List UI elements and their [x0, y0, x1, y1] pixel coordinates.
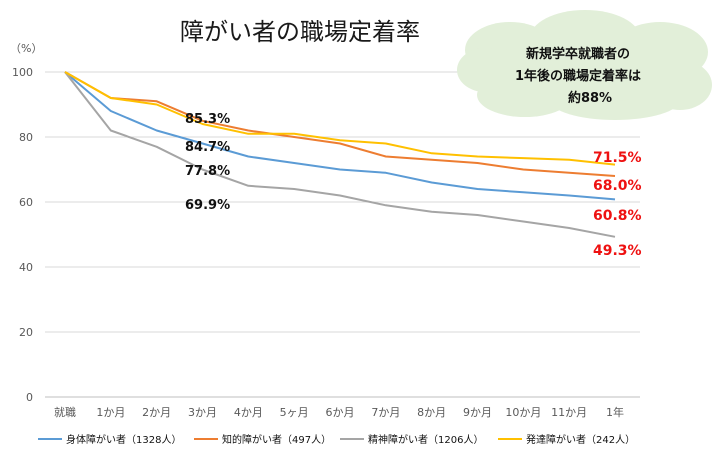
y-tick-label: 0	[26, 391, 33, 404]
cloud-shape	[457, 10, 712, 120]
annotations-3-months: 85.3% 84.7% 77.8% 69.9%	[185, 112, 230, 213]
x-tick-label: 1年	[606, 405, 624, 419]
x-tick-label: 6か月	[326, 406, 355, 419]
legend-label: 精神障がい者（1206人）	[368, 433, 483, 446]
x-tick-label: 7か月	[371, 406, 400, 419]
callout-line-2: 1年後の職場定着率は	[515, 68, 641, 84]
legend-label: 発達障がい者（242人）	[526, 433, 635, 446]
x-tick-label: 5ヶ月	[280, 406, 309, 419]
x-tick-label: 2か月	[142, 406, 171, 419]
y-tick-label: 20	[19, 326, 33, 339]
legend-label: 身体障がい者（1328人）	[66, 433, 181, 446]
series-line	[64, 71, 616, 201]
series-line	[64, 71, 616, 238]
x-tick-label: 11か月	[551, 406, 587, 419]
x-axis-ticks: 就職 1か月 2か月 3か月 4か月 5ヶ月 6か月 7か月 8か月 9か月 10か月 11か月 1年	[54, 405, 624, 419]
x-tick-label: 1か月	[96, 406, 125, 419]
x-tick-label: 3か月	[188, 406, 217, 419]
y-tick-label: 40	[19, 261, 33, 274]
y-axis-ticks: 0 20 40 60 80 100	[12, 66, 33, 404]
y-tick-label: 100	[12, 66, 33, 79]
annotation-1y-mental: 49.3%	[593, 243, 642, 259]
series-lines	[64, 71, 616, 238]
callout-cloud: 新規学卒就職者の 1年後の職場定着率は 約88%	[457, 10, 712, 120]
x-tick-label: 4か月	[234, 406, 263, 419]
annotation-3m-physical: 77.8%	[185, 164, 230, 179]
x-tick-label: 8か月	[417, 406, 446, 419]
callout-line-1: 新規学卒就職者の	[526, 46, 630, 62]
callout-line-3: 約88%	[568, 90, 612, 106]
series-line	[64, 71, 616, 166]
series-line	[64, 71, 616, 177]
x-tick-label: 就職	[54, 405, 76, 419]
annotation-3m-mental: 69.9%	[185, 198, 230, 213]
annotation-3m-intellectual: 84.7%	[185, 140, 230, 155]
x-tick-label: 9か月	[463, 406, 492, 419]
annotation-3m-developmental: 85.3%	[185, 112, 230, 127]
y-axis-unit: （%）	[10, 42, 42, 55]
annotations-1-year: 71.5% 68.0% 60.8% 49.3%	[593, 150, 642, 259]
annotation-1y-developmental: 71.5%	[593, 150, 642, 166]
y-tick-label: 80	[19, 131, 33, 144]
gridlines	[45, 71, 640, 398]
y-tick-label: 60	[19, 196, 33, 209]
annotation-1y-intellectual: 68.0%	[593, 178, 642, 194]
legend-label: 知的障がい者（497人）	[222, 433, 331, 446]
x-tick-label: 10か月	[505, 406, 541, 419]
annotation-1y-physical: 60.8%	[593, 208, 642, 224]
legend: 身体障がい者（1328人） 知的障がい者（497人） 精神障がい者（1206人） 発達…	[38, 433, 635, 446]
chart-title: 障がい者の職場定着率	[180, 18, 420, 46]
